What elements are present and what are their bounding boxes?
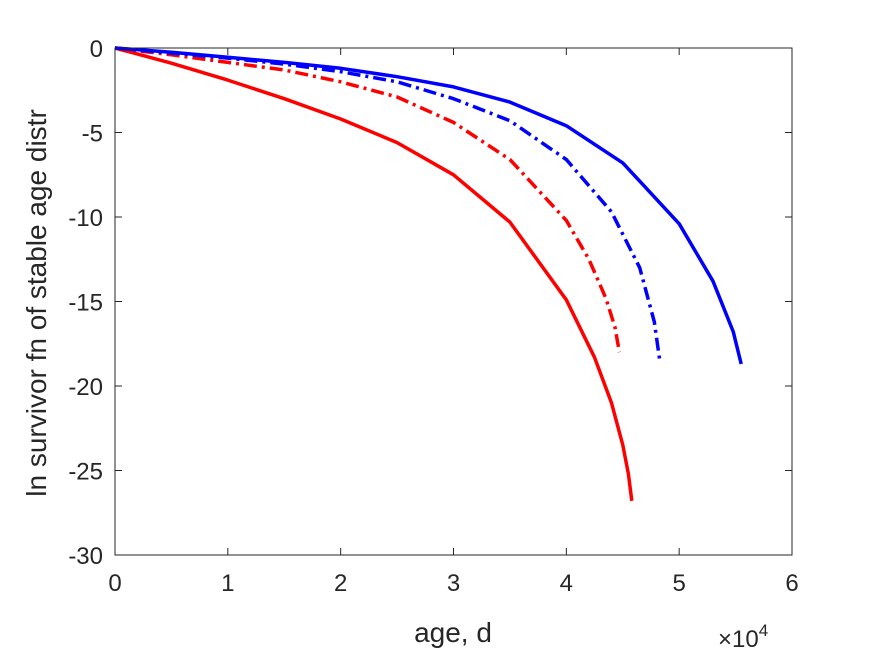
x-tick-label: 0 [108,570,121,597]
y-tick-label: 0 [90,36,103,63]
series-line-1 [114,46,634,502]
axes: 0 1 2 3 4 5 6 0 -5 -10 -15 -20 -25 -30 [68,36,798,597]
y-tick-label: -15 [68,290,103,317]
x-axis-title: age, d [414,617,492,648]
y-tick-label: -20 [68,374,103,401]
y-tick-label: -5 [82,121,103,148]
x-tick-label: 5 [672,570,685,597]
y-tick-label: -10 [68,205,103,232]
x-exponent-label: ×104 [718,621,768,653]
x-tick-label: 4 [560,570,573,597]
x-exponent-base: ×10 [718,626,759,653]
x-tick-label: 6 [785,570,798,597]
plot-area [114,46,743,502]
x-tick-label: 2 [334,570,347,597]
y-tick-label: -25 [68,459,103,486]
y-axis-title: ln survivor fn of stable age distr [21,109,52,497]
series-line-2 [114,46,622,353]
series-line-4 [114,46,743,365]
x-tick-label: 3 [447,570,460,597]
x-exponent-power: 4 [759,621,768,640]
y-tick-label: -30 [68,543,103,570]
x-tick-label: 1 [221,570,234,597]
